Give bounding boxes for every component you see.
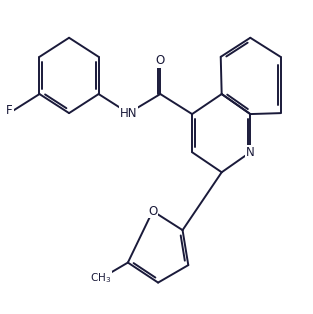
Text: O: O [148,204,157,218]
Text: N: N [246,146,255,159]
Text: F: F [6,104,13,117]
Text: HN: HN [120,107,137,120]
Text: CH$_3$: CH$_3$ [90,272,111,285]
Text: O: O [156,54,165,68]
